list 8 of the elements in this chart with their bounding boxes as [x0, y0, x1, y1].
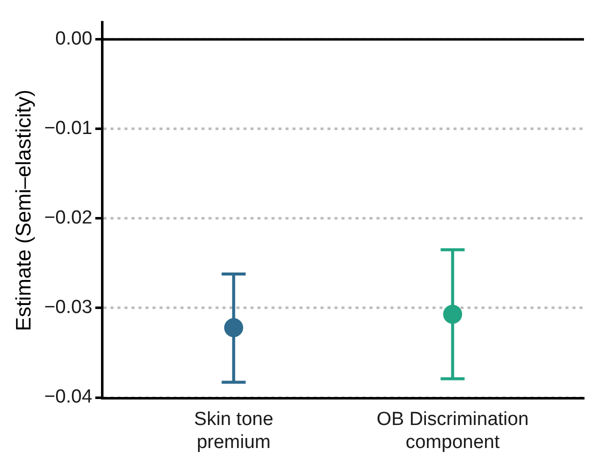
x-tick-label: Skin tone premium [194, 409, 274, 453]
y-axis-title: Estimate (Semi–elasticity) [12, 90, 36, 332]
x-tick-label: OB Discrimination component [376, 409, 529, 453]
y-tick-label: −0.02 [44, 208, 92, 229]
y-tick-label: −0.03 [44, 297, 92, 318]
y-tick-label: −0.04 [44, 386, 93, 408]
y-tick-label: 0.00 [55, 28, 92, 50]
y-tick-label: −0.01 [44, 118, 92, 140]
